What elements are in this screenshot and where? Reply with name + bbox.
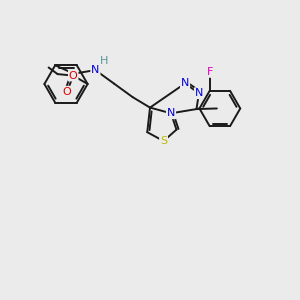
Text: H: H <box>100 56 109 66</box>
Text: N: N <box>195 88 203 98</box>
Text: F: F <box>206 67 213 77</box>
Text: N: N <box>181 79 189 88</box>
Text: N: N <box>167 108 175 118</box>
Text: S: S <box>160 136 167 146</box>
Text: O: O <box>69 70 78 81</box>
Text: O: O <box>63 87 72 97</box>
Text: N: N <box>91 65 100 75</box>
